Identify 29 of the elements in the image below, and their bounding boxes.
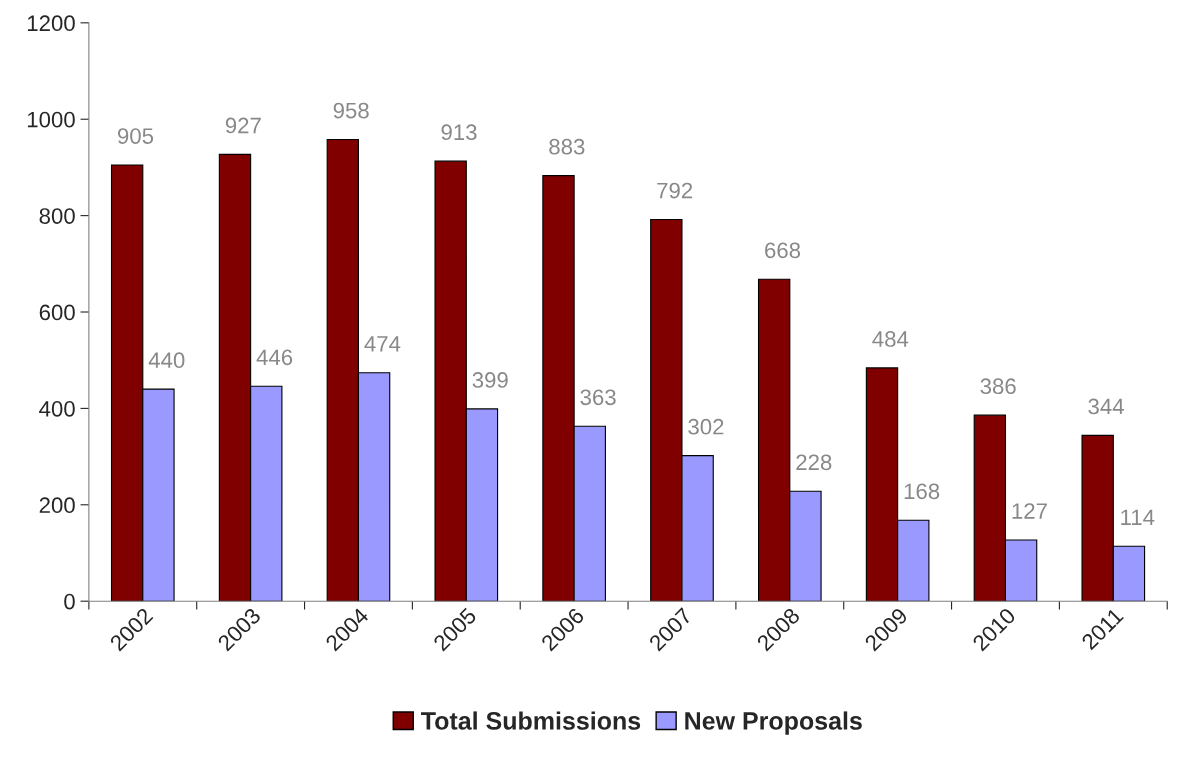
y-tick-label: 800	[39, 208, 75, 224]
data-label: 905	[117, 128, 154, 144]
data-label: 363	[580, 389, 616, 406]
legend-label: New Proposals	[685, 711, 862, 735]
y-tick-label: 1200	[27, 15, 75, 32]
data-label: 958	[333, 102, 369, 119]
data-label: 168	[904, 483, 940, 500]
data-label: 913	[441, 124, 477, 141]
y-tick-label: 1000	[27, 111, 75, 128]
data-label: 474	[364, 336, 401, 352]
y-tick-label: 600	[39, 304, 75, 321]
data-label: 114	[1121, 509, 1155, 525]
data-label: 127	[1012, 503, 1047, 519]
data-label: 440	[148, 352, 185, 369]
data-label: 927	[225, 117, 261, 134]
data-label: 302	[688, 418, 724, 435]
legend-label: Total Submissions	[421, 711, 641, 730]
data-label: 792	[657, 182, 693, 199]
data-label: 484	[872, 331, 909, 347]
data-label: 399	[472, 372, 508, 388]
data-label: 883	[549, 138, 585, 155]
data-label: 344	[1088, 398, 1124, 415]
y-tick-label: 0	[64, 593, 75, 610]
y-tick-label: 400	[39, 400, 75, 417]
data-label: 228	[796, 454, 832, 471]
data-label: 386	[980, 378, 1016, 395]
y-tick-label: 200	[39, 497, 75, 514]
data-label: 446	[256, 349, 293, 366]
data-label: 668	[765, 242, 801, 259]
